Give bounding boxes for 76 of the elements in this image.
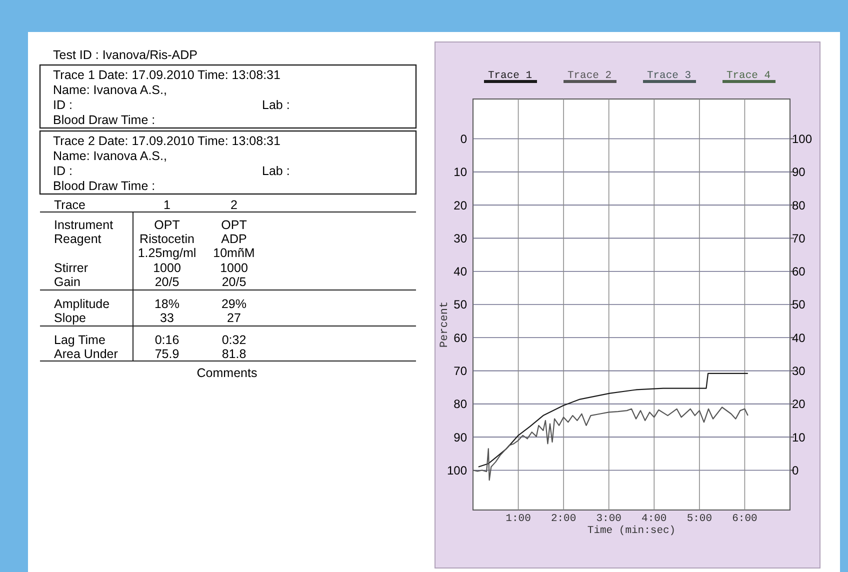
y2-tick-label: 70: [792, 231, 806, 246]
text: 0:16: [154, 333, 180, 347]
y-axis-title: Percent: [439, 301, 451, 348]
text: Trace 1 Date: 17.09.2010 Time: 13:08:31: [53, 68, 281, 82]
text: Lab :: [262, 164, 290, 178]
text: Trace 2: [567, 70, 612, 82]
x-tick-label: 1:00: [506, 513, 531, 525]
text: 1000: [220, 261, 248, 275]
y2-tick-label: 60: [792, 264, 806, 279]
text: 27: [227, 311, 241, 325]
x-tick-label: 3:00: [596, 513, 622, 525]
y-tick-label: 60: [454, 330, 468, 345]
text: 29%: [221, 297, 247, 311]
line-series: [478, 372, 748, 468]
y2-tick-label: 40: [792, 330, 806, 345]
text: Instrument: [54, 218, 114, 232]
y-tick-label: 10: [454, 165, 468, 180]
text: Test ID : Ivanova/Ris-ADP: [53, 48, 198, 62]
text: Comments: [196, 366, 258, 380]
text: Blood Draw Time :: [53, 179, 156, 193]
text: Name: Ivanova A.S.,: [53, 149, 167, 163]
y2-tick-label: 80: [792, 198, 806, 212]
y2-tick-label: 90: [792, 165, 806, 180]
y-tick-label: 80: [454, 397, 468, 412]
y-tick-label: 50: [454, 298, 468, 312]
text: 1.25mg/ml: [138, 246, 196, 260]
text: Stirrer: [54, 261, 88, 275]
text: Ristocetin: [140, 232, 194, 246]
text: Name: Ivanova A.S.,: [53, 83, 167, 97]
text: Trace 1: [488, 70, 532, 82]
text: Trace: [54, 198, 86, 212]
text: 81.8: [222, 347, 246, 361]
text: Lab :: [262, 98, 290, 112]
text: Amplitude: [54, 297, 110, 311]
text: Trace 2 Date: 17.09.2010 Time: 13:08:31: [53, 134, 281, 148]
text: Slope: [54, 311, 86, 325]
text: OPT: [154, 218, 180, 232]
y-tick-label: 20: [454, 198, 468, 212]
text: ID :: [53, 164, 72, 178]
y2-tick-label: 50: [792, 298, 806, 312]
y-tick-label: 40: [454, 264, 468, 279]
text: 10mñM: [213, 246, 255, 260]
text: 2: [230, 198, 238, 212]
text: 33: [160, 311, 174, 325]
text: 18%: [154, 297, 180, 311]
text: 20/5: [154, 275, 180, 289]
text: 75.9: [154, 347, 180, 361]
y-tick-label: 0: [460, 132, 468, 146]
y-tick-label: 100: [446, 463, 468, 478]
text: ID :: [53, 98, 72, 112]
y2-tick-label: 30: [792, 364, 806, 378]
y2-tick-label: 20: [792, 397, 806, 412]
text: Area Under: [54, 347, 118, 361]
text: OPT: [221, 218, 248, 232]
text: ADP: [221, 232, 247, 246]
text: Lag Time: [54, 333, 106, 347]
y-tick-label: 70: [454, 364, 468, 378]
x-axis-title: Time (min:sec): [587, 525, 676, 537]
text: Reagent: [54, 232, 102, 246]
text: 1: [164, 198, 171, 212]
text: 1000: [153, 261, 181, 275]
legend-label: Trace 3: [646, 70, 692, 82]
text: 20/5: [222, 275, 246, 289]
x-tick-label: 2:00: [550, 513, 576, 525]
text: Gain: [54, 275, 80, 289]
y2-tick-label: 0: [792, 463, 799, 478]
text: Blood Draw Time :: [53, 113, 156, 127]
legend-label: Trace 4: [726, 70, 771, 82]
y-tick-label: 30: [454, 231, 468, 246]
x-tick-label: 5:00: [686, 513, 712, 525]
y-tick-label: 90: [454, 430, 468, 444]
text: 0:32: [222, 333, 246, 347]
y2-tick-label: 10: [792, 430, 806, 444]
y2-tick-label: 100: [792, 132, 812, 146]
x-tick-label: 6:00: [732, 513, 758, 525]
x-tick-label: 4:00: [642, 513, 667, 525]
